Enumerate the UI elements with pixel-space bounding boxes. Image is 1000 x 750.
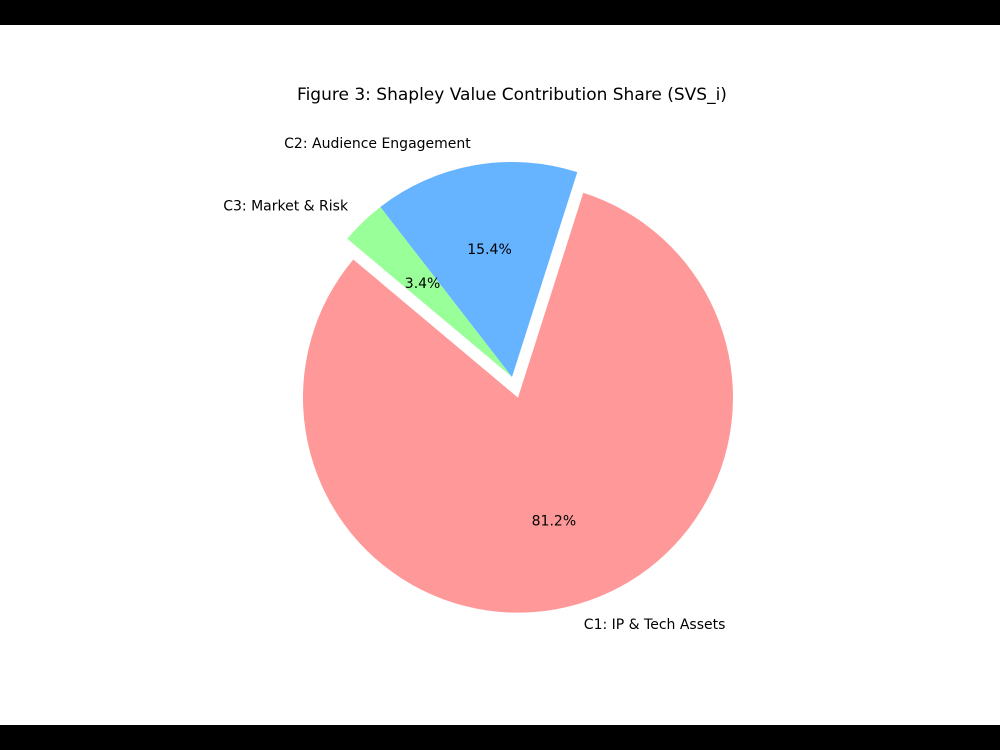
slice-label: C3: Market & Risk [223,199,349,215]
pie-slice [380,162,578,377]
slice-label: C1: IP & Tech Assets [584,617,726,633]
chart-title: Figure 3: Shapley Value Contribution Sha… [297,85,727,105]
value-label: 15.4% [467,242,511,258]
slice-label: C2: Audience Engagement [284,136,471,152]
pie-slice [302,192,733,613]
bottom-bar [0,725,1000,750]
value-label: 81.2% [532,514,576,530]
top-bar [0,0,1000,25]
pie-slice [347,207,512,377]
value-label: 3.4% [405,276,441,292]
